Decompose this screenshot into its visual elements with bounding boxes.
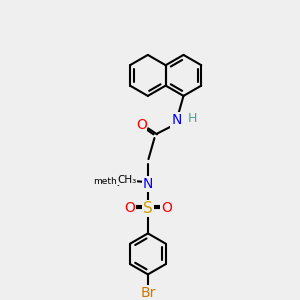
Text: methyl: methyl (93, 177, 125, 186)
Text: O: O (124, 201, 135, 215)
Text: H: H (187, 112, 197, 125)
Text: O: O (136, 118, 147, 132)
Text: S: S (143, 201, 153, 216)
Text: O: O (161, 201, 172, 215)
Text: CH₃: CH₃ (117, 175, 136, 185)
Text: N: N (143, 177, 153, 191)
Text: N: N (171, 113, 182, 127)
Text: Br: Br (140, 286, 156, 300)
